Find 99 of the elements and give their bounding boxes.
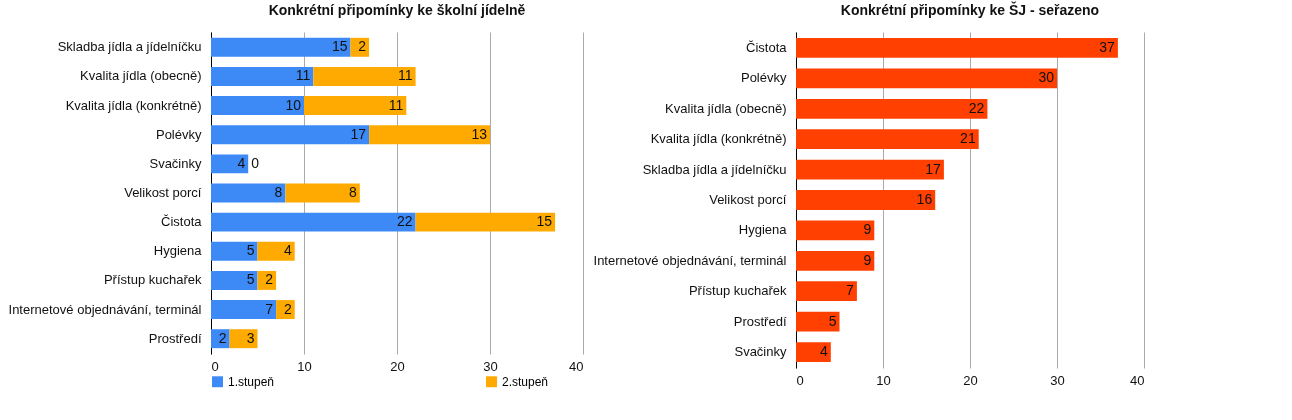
data-label: 8 xyxy=(274,184,283,200)
data-label: 2 xyxy=(265,271,274,288)
bar xyxy=(211,125,370,145)
data-label: 13 xyxy=(471,125,488,142)
bar xyxy=(796,250,875,271)
bar xyxy=(285,183,360,203)
bar xyxy=(796,311,840,332)
x-tick-label: 30 xyxy=(483,358,498,374)
y-tick-label: Čistota xyxy=(161,214,203,230)
bar xyxy=(211,241,258,261)
bar xyxy=(211,37,351,57)
data-label: 5 xyxy=(246,242,255,259)
data-label: 16 xyxy=(916,191,933,207)
y-tick-label: Čistota xyxy=(746,39,788,55)
bar xyxy=(211,154,249,174)
y-tick-label: Kvalita jídla (obecně) xyxy=(80,68,202,84)
bar xyxy=(229,329,258,349)
data-label: 4 xyxy=(283,242,292,259)
chart-title: Konkrétní připomínky ke ŠJ - seřazeno xyxy=(840,1,1100,18)
bar xyxy=(369,125,490,145)
y-tick-label: Prostředí xyxy=(148,330,202,346)
bar xyxy=(796,68,1057,89)
bar xyxy=(211,300,277,320)
y-tick-label: Polévky xyxy=(740,70,787,86)
data-label: 8 xyxy=(349,184,357,200)
data-label: 15 xyxy=(536,213,553,230)
data-label: 5 xyxy=(246,271,255,288)
bar xyxy=(415,212,556,232)
x-tick-label: 40 xyxy=(1130,372,1145,388)
bar xyxy=(211,212,416,232)
y-tick-label: Internetové objednávání, terminál xyxy=(8,301,202,317)
data-label: 4 xyxy=(820,343,828,360)
y-tick-label: Kvalita jídla (konkrétně) xyxy=(650,131,787,147)
bar xyxy=(796,38,1118,58)
bar xyxy=(211,66,314,86)
x-tick-label: 10 xyxy=(876,372,891,388)
data-label: 22 xyxy=(397,213,413,230)
bar xyxy=(211,270,258,290)
bar xyxy=(796,281,857,302)
y-tick-label: Přístup kuchařek xyxy=(688,283,787,299)
bar xyxy=(796,159,944,180)
y-tick-label: Velikost porcí xyxy=(124,185,202,200)
y-tick-label: Svačinky xyxy=(149,155,202,171)
data-label: 30 xyxy=(1038,69,1055,86)
data-label: 17 xyxy=(925,160,942,177)
bar xyxy=(257,241,295,261)
data-label: 9 xyxy=(863,221,872,238)
legend-label: 1.stupeň xyxy=(228,374,275,389)
legend-label: 2.stupeň xyxy=(502,374,549,389)
bar xyxy=(796,190,936,210)
bar xyxy=(304,96,407,116)
x-tick-label: 10 xyxy=(297,358,312,374)
x-tick-label: 20 xyxy=(390,358,405,374)
y-tick-label: Hygiena xyxy=(153,243,203,259)
bar xyxy=(211,183,286,203)
data-label: 15 xyxy=(331,38,348,55)
y-tick-label: Kvalita jídla (obecně) xyxy=(665,100,787,116)
y-tick-label: Polévky xyxy=(155,126,202,142)
x-tick-label: 0 xyxy=(796,372,804,388)
x-tick-label: 0 xyxy=(211,358,219,374)
data-label: 11 xyxy=(295,67,311,84)
y-tick-label: Svačinky xyxy=(734,344,787,360)
data-label: 2 xyxy=(358,38,367,55)
data-label: 7 xyxy=(846,282,855,299)
y-tick-label: Přístup kuchařek xyxy=(103,272,202,288)
bar xyxy=(796,129,979,150)
data-label: 2 xyxy=(218,329,227,346)
y-tick-label: Velikost porcí xyxy=(709,192,787,207)
bar xyxy=(276,300,295,320)
data-label: 9 xyxy=(863,251,872,268)
y-tick-label: Internetové objednávání, terminál xyxy=(593,252,787,268)
data-label: 37 xyxy=(1099,38,1116,55)
bar xyxy=(211,329,230,349)
y-tick-label: Hygiena xyxy=(738,222,788,238)
bar xyxy=(796,98,988,119)
data-label: 5 xyxy=(828,312,837,329)
data-label: 3 xyxy=(246,329,255,346)
x-tick-label: 40 xyxy=(569,358,584,374)
data-label: 21 xyxy=(960,130,976,147)
data-label: 7 xyxy=(265,300,274,317)
data-label: 2 xyxy=(283,300,292,317)
x-tick-label: 20 xyxy=(963,372,978,388)
bar xyxy=(796,220,875,241)
data-label: 17 xyxy=(350,125,367,142)
bar xyxy=(211,96,304,116)
y-tick-label: Skladba jídla a jídelníčku xyxy=(57,39,202,55)
y-tick-label: Skladba jídla a jídelníčku xyxy=(642,161,787,177)
bar xyxy=(313,66,416,86)
data-label: 11 xyxy=(398,67,413,84)
y-tick-label: Kvalita jídla (konkrétně) xyxy=(65,97,202,113)
data-label: 0 xyxy=(251,154,260,171)
bar xyxy=(796,342,831,362)
x-tick-label: 30 xyxy=(1050,372,1065,388)
data-label: 10 xyxy=(285,96,302,113)
chart-title: Konkrétní připomínky ke školní jídelně xyxy=(268,2,526,18)
data-label: 4 xyxy=(237,154,246,171)
data-label: 22 xyxy=(968,99,985,116)
y-tick-label: Prostředí xyxy=(733,313,787,329)
data-label: 11 xyxy=(388,96,404,113)
